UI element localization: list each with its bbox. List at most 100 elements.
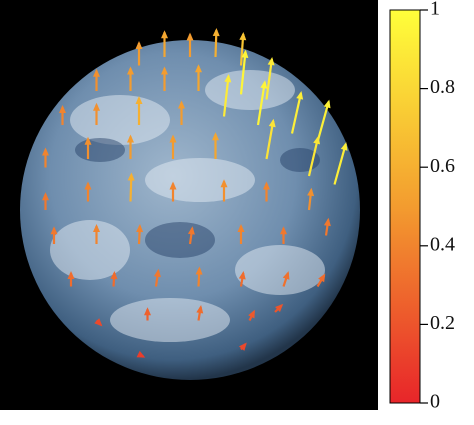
- arrow-shaft: [333, 143, 347, 185]
- arrow-head: [93, 224, 100, 232]
- arrow-head: [196, 305, 204, 314]
- arrow: [59, 105, 66, 125]
- arrow-shaft: [265, 58, 273, 100]
- arrow-head: [260, 80, 268, 89]
- arrow-head: [153, 268, 161, 278]
- arrow: [93, 224, 100, 244]
- arrow: [323, 217, 331, 236]
- arrow: [84, 181, 92, 202]
- colorbar-tick-label: 0.2: [430, 312, 455, 334]
- arrow-head: [263, 181, 270, 190]
- colorbar-tick-label: 1: [430, 0, 440, 20]
- arrow: [222, 74, 232, 117]
- arrow: [153, 268, 161, 287]
- arrow: [42, 147, 49, 168]
- arrow: [307, 135, 321, 177]
- arrow-shaft: [316, 101, 330, 143]
- arrow-head: [296, 91, 304, 100]
- arrow-shaft: [307, 137, 320, 177]
- arrow-head: [84, 136, 92, 145]
- arrow-head: [135, 41, 143, 49]
- arrow-head: [67, 271, 75, 279]
- colorbar-tick-label: 0: [430, 391, 440, 413]
- arrow: [144, 307, 151, 321]
- arrow-shaft: [265, 120, 275, 160]
- arrows: [42, 28, 348, 358]
- arrow: [169, 134, 177, 159]
- arrow: [265, 57, 275, 100]
- arrow-head: [136, 224, 144, 233]
- arrow-head: [248, 309, 255, 319]
- arrow-head: [238, 271, 246, 280]
- arrow-head: [241, 49, 249, 58]
- arrow-head: [267, 57, 275, 66]
- arrow: [238, 271, 246, 287]
- arrow-head: [340, 142, 348, 151]
- arrow: [196, 305, 204, 321]
- arrow: [93, 68, 100, 91]
- arrow: [127, 172, 135, 202]
- arrow: [67, 271, 75, 287]
- arrow: [239, 32, 247, 66]
- arrow: [274, 303, 284, 313]
- arrow-shaft: [222, 75, 230, 117]
- arrow-head: [94, 318, 103, 327]
- arrow-head: [318, 273, 326, 283]
- arrow: [127, 134, 134, 159]
- arrow: [135, 41, 143, 66]
- arrow: [161, 30, 168, 57]
- arrow-head: [313, 135, 321, 145]
- arrow-head: [239, 32, 247, 41]
- arrow-head: [127, 172, 135, 181]
- arrow-head: [161, 30, 168, 39]
- arrow-head: [178, 100, 185, 109]
- arrow-shaft: [239, 51, 247, 95]
- arrow: [136, 224, 144, 245]
- colorbar: [389, 9, 421, 404]
- arrow: [248, 309, 255, 321]
- arrow-head: [93, 68, 100, 77]
- arrow-head: [323, 99, 331, 109]
- arrow: [238, 342, 247, 351]
- arrow: [263, 181, 270, 202]
- arrow: [42, 192, 49, 210]
- arrow-head: [161, 66, 168, 75]
- arrow-head: [238, 342, 247, 351]
- arrow-head: [195, 64, 202, 73]
- arrow: [186, 32, 194, 57]
- arrow: [212, 132, 219, 159]
- arrow-head: [135, 96, 143, 104]
- arrow: [161, 66, 168, 91]
- arrow: [290, 91, 304, 134]
- arrow-head: [237, 224, 245, 232]
- arrow-head: [275, 303, 284, 312]
- arrow-head: [169, 181, 177, 190]
- arrow-head: [42, 192, 49, 201]
- arrow: [282, 271, 290, 287]
- arrow-head: [84, 181, 92, 190]
- arrow: [237, 224, 245, 244]
- arrow: [178, 100, 185, 125]
- arrow: [110, 271, 118, 287]
- arrow-head: [212, 28, 220, 37]
- arrow: [135, 96, 143, 125]
- arrow-head: [50, 226, 58, 235]
- arrow-shaft: [256, 82, 266, 126]
- arrow: [265, 118, 276, 160]
- colorbar-tick-label: 0.8: [430, 76, 455, 98]
- arrow: [220, 179, 228, 202]
- arrow-head: [307, 187, 315, 197]
- colorbar-tick-label: 0.4: [430, 233, 455, 255]
- arrow-head: [212, 132, 219, 141]
- arrow: [187, 226, 195, 245]
- arrow: [212, 28, 220, 58]
- arrow-head: [144, 307, 151, 316]
- arrow-head: [268, 118, 276, 128]
- arrow: [256, 80, 268, 126]
- arrow-head: [110, 271, 118, 280]
- arrow-head: [127, 66, 134, 75]
- arrow-head: [282, 271, 290, 280]
- arrow-shaft: [290, 92, 303, 134]
